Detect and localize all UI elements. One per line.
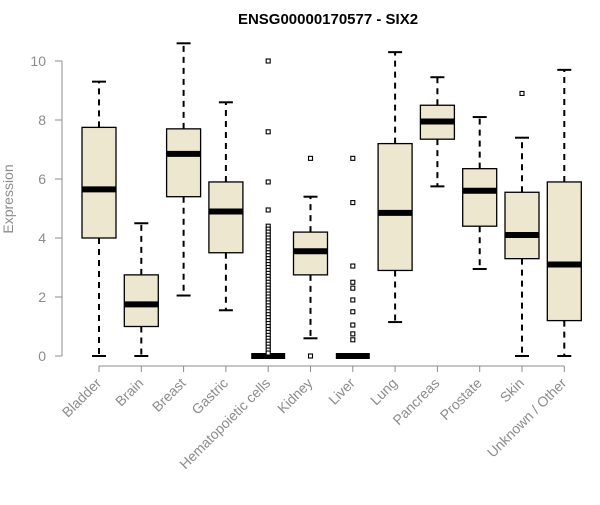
outlier-hematopoietic-cells-3 [265,207,271,213]
outlier-kidney-0 [307,155,314,161]
y-tick-label-10: 10 [30,53,46,69]
y-tick-label-6: 6 [38,171,46,187]
outlier-hematopoietic-cells-47 [265,350,271,356]
outlier-liver-6 [350,309,356,315]
outlier-liver-4 [350,285,356,291]
box-unknown-other [546,68,582,357]
box-liver [335,155,370,359]
outlier-liver-2 [350,263,356,269]
box-breast [165,42,202,297]
x-tick-label-pancreas: Pancreas [389,375,442,428]
x-tick-label-kidney: Kidney [274,375,316,417]
box-lung [377,51,413,324]
outlier-liver-7 [350,322,356,328]
y-tick-label-4: 4 [38,230,46,246]
x-tick-label-liver: Liver [325,375,358,408]
outlier-kidney-1 [307,353,314,359]
outlier-liver-1 [350,200,356,206]
x-tick-label-brain: Brain [112,375,146,409]
x-tick-label-skin: Skin [497,375,528,406]
y-tick-label-2: 2 [38,289,46,305]
y-axis-label: Expression [0,164,16,233]
outlier-liver-9 [350,337,356,343]
x-tick-label-prostate: Prostate [437,375,485,423]
x-tick-label-breast: Breast [149,375,189,415]
x-tick-label-unknown-other: Unknown / Other [484,375,570,461]
box-skin [504,90,540,357]
outlier-liver-0 [350,155,356,161]
box-brain [123,222,159,357]
outlier-hematopoietic-cells-2 [265,179,271,185]
x-tick-label-lung: Lung [367,375,400,408]
outlier-hematopoietic-cells-0 [265,58,271,64]
iqr-box-gastric [208,181,244,254]
iqr-box-prostate [462,168,498,227]
box-hematopoietic-cells [251,58,286,359]
box-pancreas [419,76,456,188]
box-series [81,42,582,359]
y-tick-label-8: 8 [38,112,46,128]
outlier-liver-5 [350,297,356,303]
box-prostate [462,116,498,270]
box-gastric [208,101,244,312]
y-axis: 0 2 4 6 8 10 [30,53,63,364]
outlier-liver-8 [350,331,356,337]
box-bladder [81,80,117,357]
outlier-skin-0 [519,90,525,96]
y-tick-label-0: 0 [38,348,46,364]
iqr-box-lung [377,142,413,272]
outlier-liver-3 [350,279,356,285]
iqr-box-skin [504,191,540,260]
iqr-box-bladder [81,126,117,239]
iqr-box-breast [165,128,202,198]
iqr-box-unknown-other [546,181,582,322]
outlier-hematopoietic-cells-1 [265,129,271,135]
iqr-box-brain [123,274,159,328]
box-kidney [292,155,329,359]
chart-title: ENSG00000170577 - SIX2 [238,11,418,28]
x-tick-label-bladder: Bladder [59,375,105,421]
